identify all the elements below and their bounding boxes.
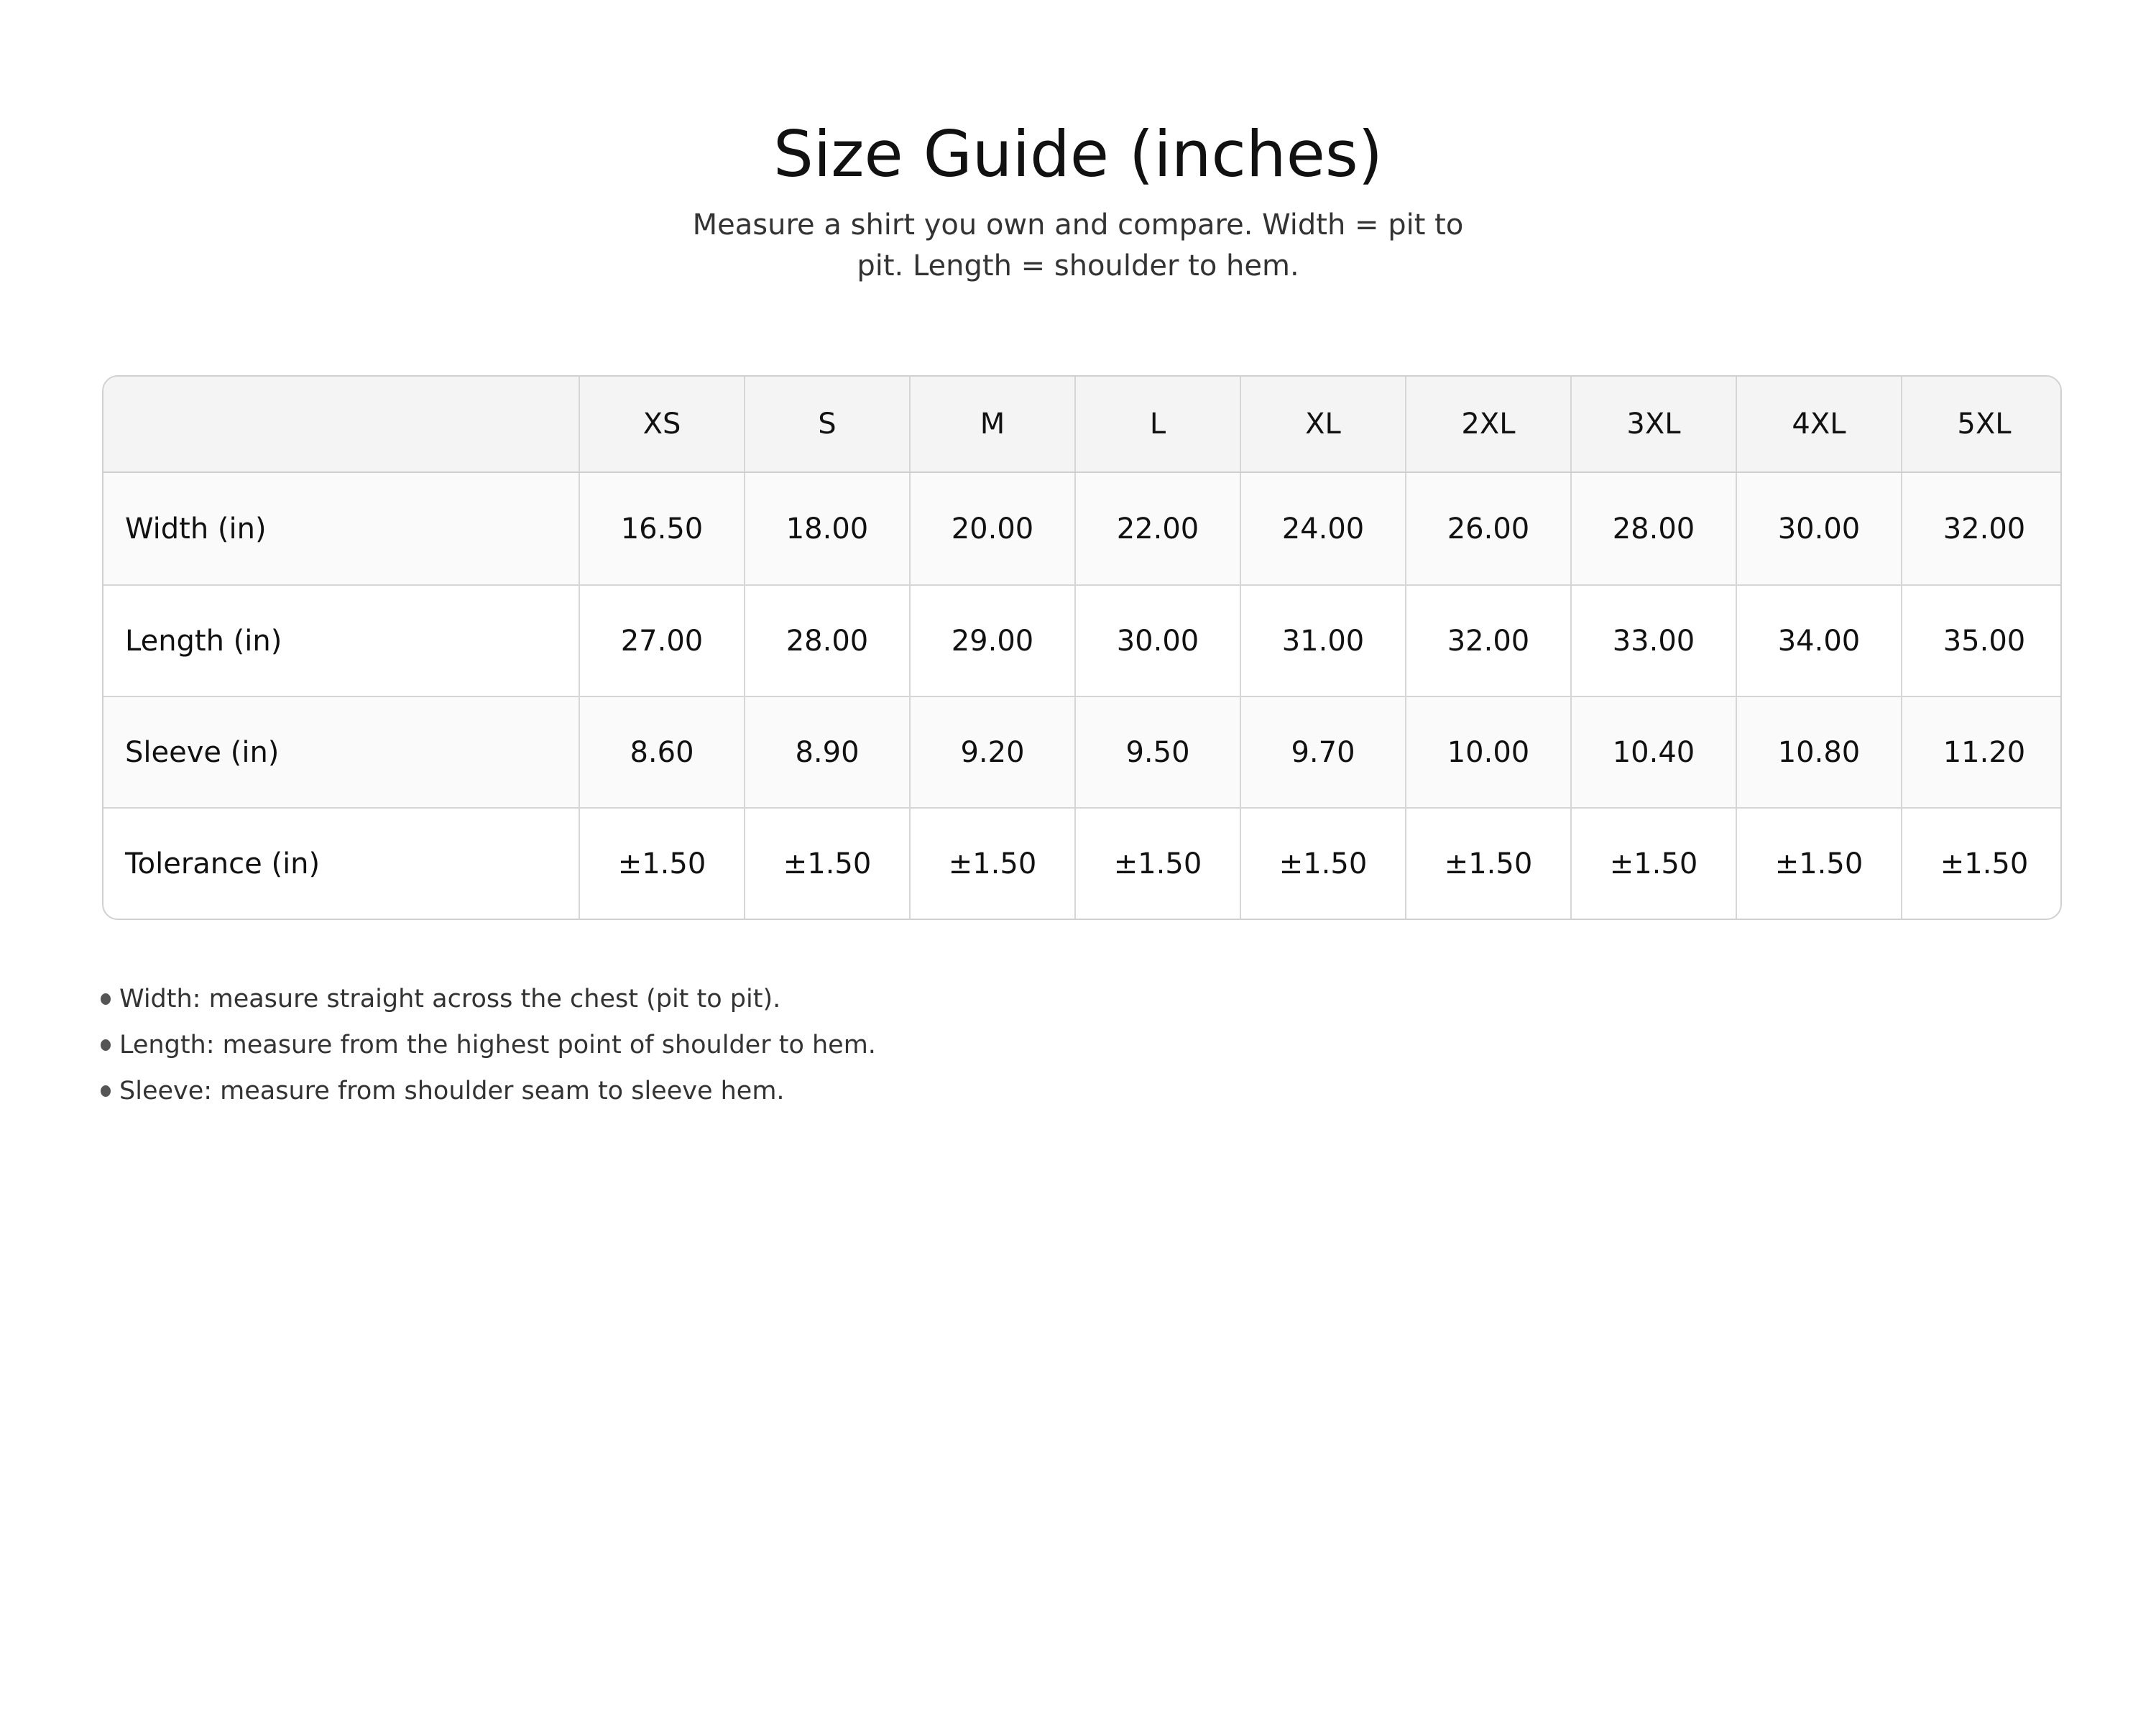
size-header: 4XL: [1736, 377, 1901, 472]
table-row: Sleeve (in) 8.60 8.90 9.20 9.50 9.70 10.00 10.4…: [103, 696, 2060, 807]
table-row: Tolerance (in) ±1.50 ±1.50 ±1.50 ±1.50 ±1.50 ±…: [103, 807, 2060, 919]
header-corner-cell: [103, 377, 579, 472]
table-row: Width (in) 16.50 18.00 20.00 22.00 24.00 26.00…: [103, 473, 2060, 584]
table-cell: 26.00: [1405, 473, 1570, 584]
bullet-icon: [101, 1039, 111, 1051]
table-cell: 30.00: [1736, 473, 1901, 584]
table-cell: ±1.50: [579, 809, 744, 919]
table-cell: 18.00: [744, 473, 909, 584]
table-cell: 11.20: [1901, 697, 2060, 807]
table-cell: 10.80: [1736, 697, 1901, 807]
row-label: Tolerance (in): [125, 847, 321, 880]
table-cell: ±1.50: [909, 809, 1074, 919]
table-cell: ±1.50: [744, 809, 909, 919]
note-item: Sleeve: measure from shoulder seam to sl…: [101, 1068, 876, 1114]
table-cell: ±1.50: [1570, 809, 1736, 919]
size-table: XS S M L XL 2XL 3XL 4XL 5XL Width (in) 16.50 18.00 2…: [102, 375, 2062, 920]
table-cell: 29.00: [909, 586, 1074, 696]
table-cell: 32.00: [1901, 473, 2060, 584]
note-text: Length: measure from the highest point o…: [119, 1031, 876, 1059]
table-cell: 27.00: [579, 586, 744, 696]
size-header: 5XL: [1901, 377, 2060, 472]
bullet-icon: [101, 1085, 111, 1097]
table-cell: 10.00: [1405, 697, 1570, 807]
table-cell: 10.40: [1570, 697, 1736, 807]
page-title: Size Guide (inches): [773, 117, 1383, 191]
size-header: L: [1074, 377, 1240, 472]
table-cell: 31.00: [1240, 586, 1405, 696]
table-cell: ±1.50: [1736, 809, 1901, 919]
table-cell: 16.50: [579, 473, 744, 584]
size-header: XS: [579, 377, 744, 472]
table-cell: 28.00: [744, 586, 909, 696]
size-header: XL: [1240, 377, 1405, 472]
note-text: Sleeve: measure from shoulder seam to sl…: [119, 1077, 785, 1105]
table-cell: 28.00: [1570, 473, 1736, 584]
note-item: Width: measure straight across the chest…: [101, 976, 876, 1022]
table-cell: ±1.50: [1240, 809, 1405, 919]
table-cell: 8.60: [579, 697, 744, 807]
table-cell: 9.70: [1240, 697, 1405, 807]
table-cell: 22.00: [1074, 473, 1240, 584]
table-cell: 20.00: [909, 473, 1074, 584]
row-label: Width (in): [125, 512, 267, 546]
table-header-row: XS S M L XL 2XL 3XL 4XL 5XL: [103, 377, 2060, 473]
size-header: 3XL: [1570, 377, 1736, 472]
table-cell: ±1.50: [1405, 809, 1570, 919]
table-cell: 24.00: [1240, 473, 1405, 584]
table-cell: ±1.50: [1074, 809, 1240, 919]
page-subtitle: Measure a shirt you own and compare. Wid…: [692, 208, 1464, 282]
table-cell: 32.00: [1405, 586, 1570, 696]
measurement-notes: Width: measure straight across the chest…: [101, 976, 876, 1114]
table-cell: 8.90: [744, 697, 909, 807]
note-item: Length: measure from the highest point o…: [101, 1022, 876, 1068]
table-cell: 35.00: [1901, 586, 2060, 696]
table-row: Length (in) 27.00 28.00 29.00 30.00 31.00 32.0…: [103, 584, 2060, 696]
table-cell: 33.00: [1570, 586, 1736, 696]
note-text: Width: measure straight across the chest…: [119, 985, 781, 1013]
size-header: 2XL: [1405, 377, 1570, 472]
table-cell: ±1.50: [1901, 809, 2060, 919]
table-cell: 9.50: [1074, 697, 1240, 807]
table-cell: 30.00: [1074, 586, 1240, 696]
bullet-icon: [101, 993, 111, 1005]
size-header: M: [909, 377, 1074, 472]
table-cell: 9.20: [909, 697, 1074, 807]
row-label: Sleeve (in): [125, 735, 280, 769]
row-label: Length (in): [125, 624, 282, 658]
size-header: S: [744, 377, 909, 472]
table-cell: 34.00: [1736, 586, 1901, 696]
